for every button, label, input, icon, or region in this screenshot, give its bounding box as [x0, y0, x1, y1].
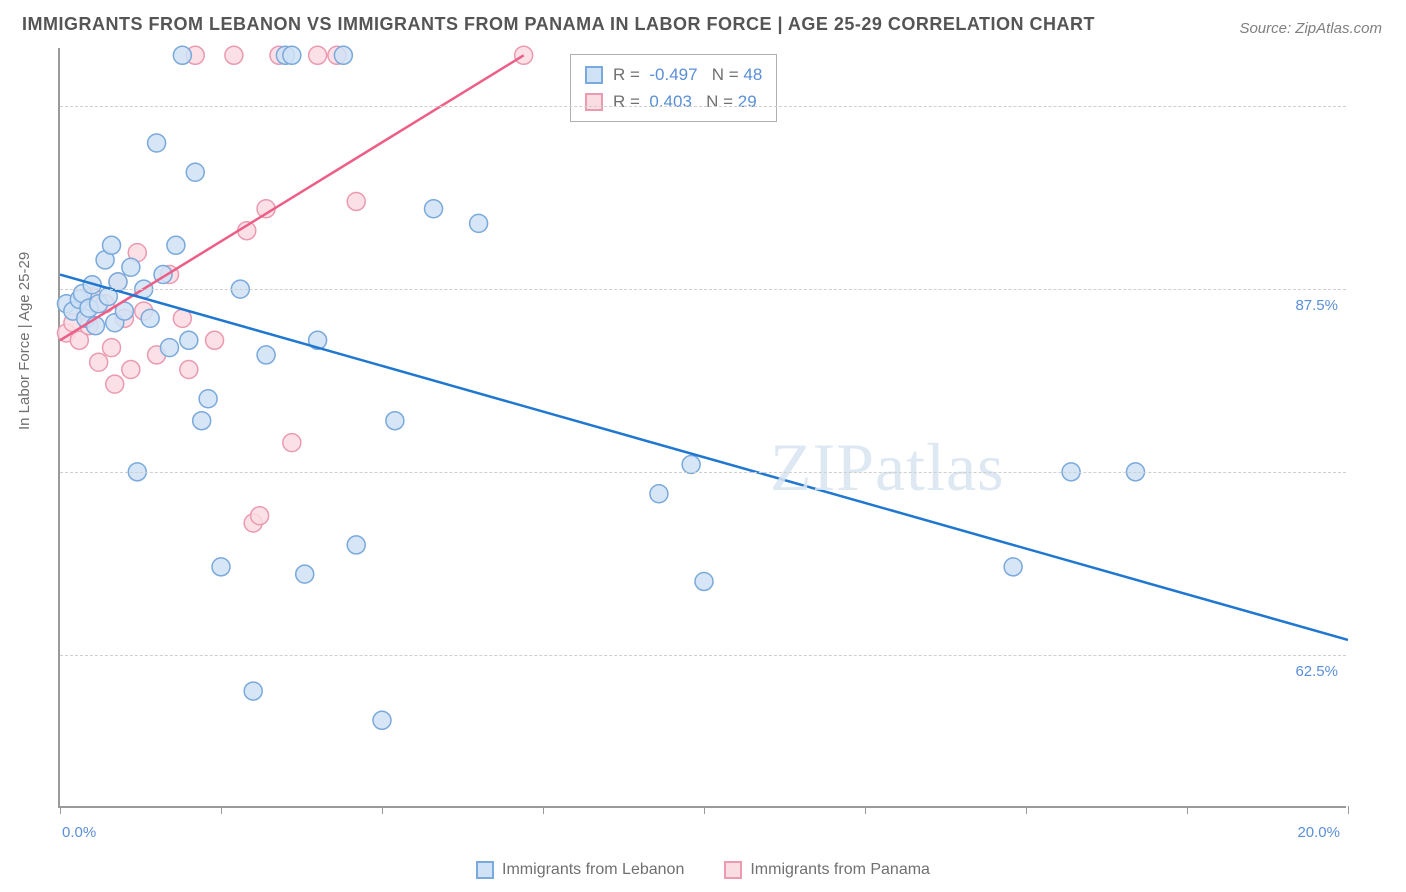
lebanon-point	[283, 46, 301, 64]
gridline	[60, 289, 1346, 290]
lebanon-point	[167, 236, 185, 254]
x-tick	[221, 806, 222, 814]
lebanon-point	[103, 236, 121, 254]
legend-label: Immigrants from Lebanon	[502, 861, 684, 879]
x-tick	[382, 806, 383, 814]
legend-label: Immigrants from Panama	[750, 861, 930, 879]
legend-swatch	[476, 861, 494, 879]
lebanon-point	[244, 682, 262, 700]
stats-swatch	[585, 66, 603, 84]
x-tick	[60, 806, 61, 814]
x-tick	[865, 806, 866, 814]
lebanon-point	[373, 711, 391, 729]
legend-swatch	[724, 861, 742, 879]
lebanon-point	[257, 346, 275, 364]
panama-point	[309, 46, 327, 64]
chart-title: IMMIGRANTS FROM LEBANON VS IMMIGRANTS FR…	[22, 14, 1095, 35]
x-tick-label: 20.0%	[1297, 824, 1340, 841]
lebanon-point	[347, 536, 365, 554]
lebanon-point	[1004, 558, 1022, 576]
stats-r: -0.497	[645, 61, 698, 88]
stats-row-lebanon: R = -0.497 N = 48	[585, 61, 762, 88]
plot-area: R = -0.497 N = 48R = 0.403 N = 29 ZIPatl…	[58, 48, 1346, 808]
lebanon-point	[180, 331, 198, 349]
lebanon-point	[695, 572, 713, 590]
y-axis-title: In Labor Force | Age 25-29	[16, 252, 33, 430]
lebanon-point	[193, 412, 211, 430]
lebanon-point	[122, 258, 140, 276]
x-tick	[1187, 806, 1188, 814]
panama-point	[206, 331, 224, 349]
lebanon-point	[650, 485, 668, 503]
lebanon-point	[199, 390, 217, 408]
legend: Immigrants from Lebanon Immigrants from P…	[0, 861, 1406, 884]
panama-point	[225, 46, 243, 64]
stats-r: 0.403	[645, 88, 692, 115]
x-tick	[704, 806, 705, 814]
stats-n: 48	[743, 61, 762, 88]
panama-point	[347, 192, 365, 210]
legend-item-lebanon[interactable]: Immigrants from Lebanon	[476, 861, 684, 879]
x-tick-label: 0.0%	[62, 824, 96, 841]
lebanon-point	[470, 214, 488, 232]
lebanon-point	[148, 134, 166, 152]
x-tick	[543, 806, 544, 814]
stats-n: 29	[738, 88, 757, 115]
stats-row-panama: R = 0.403 N = 29	[585, 88, 762, 115]
gridline	[60, 106, 1346, 107]
panama-point	[122, 361, 140, 379]
lebanon-point	[296, 565, 314, 583]
lebanon-point	[425, 200, 443, 218]
lebanon-point	[160, 339, 178, 357]
chart-container: IMMIGRANTS FROM LEBANON VS IMMIGRANTS FR…	[0, 0, 1406, 892]
lebanon-point	[186, 163, 204, 181]
lebanon-point	[173, 46, 191, 64]
gridline	[60, 655, 1346, 656]
panama-point	[90, 353, 108, 371]
y-tick-label: 62.5%	[1295, 663, 1338, 680]
stats-swatch	[585, 93, 603, 111]
panama-point	[251, 507, 269, 525]
lebanon-point	[334, 46, 352, 64]
lebanon-point	[212, 558, 230, 576]
panama-point	[103, 339, 121, 357]
panama-trendline	[60, 55, 524, 340]
x-tick	[1348, 806, 1349, 814]
lebanon-point	[141, 309, 159, 327]
lebanon-point	[682, 456, 700, 474]
panama-point	[180, 361, 198, 379]
lebanon-point	[386, 412, 404, 430]
legend-item-panama[interactable]: Immigrants from Panama	[724, 861, 930, 879]
panama-point	[106, 375, 124, 393]
y-tick-label: 87.5%	[1295, 297, 1338, 314]
gridline	[60, 472, 1346, 473]
x-tick	[1026, 806, 1027, 814]
panama-point	[283, 434, 301, 452]
correlation-stats-box: R = -0.497 N = 48R = 0.403 N = 29	[570, 54, 777, 122]
scatter-svg	[60, 48, 1346, 806]
source-credit: Source: ZipAtlas.com	[1239, 20, 1382, 37]
